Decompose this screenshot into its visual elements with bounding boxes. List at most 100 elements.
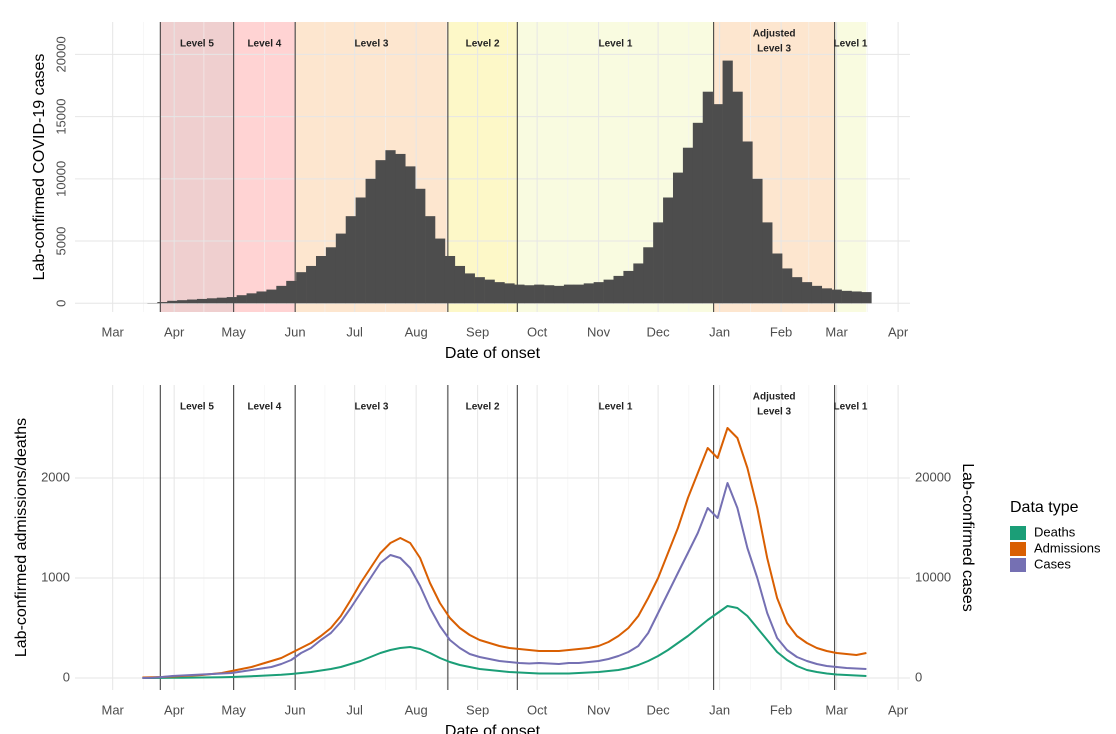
band-label: Level 2: [466, 39, 500, 50]
bar: [345, 216, 356, 304]
bar: [643, 247, 654, 304]
x-tick-label: Feb: [770, 702, 792, 717]
bar: [514, 284, 525, 304]
bar: [534, 284, 545, 304]
bar: [821, 288, 832, 304]
bar: [782, 268, 793, 304]
legend-label: Deaths: [1034, 524, 1076, 539]
bar: [524, 285, 535, 304]
bar: [355, 197, 366, 304]
bar: [573, 284, 585, 304]
bar: [504, 283, 515, 304]
band-label: Level 4: [247, 39, 281, 50]
bar: [861, 292, 872, 304]
bar: [167, 300, 178, 304]
series-line: [142, 427, 867, 679]
bar: [434, 238, 446, 304]
band-label: Level 5: [180, 39, 214, 50]
bar: [791, 277, 803, 304]
x-tick-label: Oct: [527, 702, 548, 717]
bar: [276, 285, 287, 304]
bar: [544, 285, 555, 304]
band-label: Level 5: [180, 402, 214, 413]
bar: [494, 282, 505, 304]
bar: [682, 147, 694, 304]
bar: [633, 263, 644, 304]
x-tick-label: Mar: [101, 702, 124, 717]
y2-tick-label: 10000: [915, 569, 951, 584]
band-label: Adjusted: [753, 392, 796, 403]
bar: [335, 233, 347, 304]
band-label: Level 3: [355, 402, 389, 413]
x-axis-title: Date of onset: [445, 345, 541, 362]
y-tick-label: 1000: [41, 569, 70, 584]
band-label: Level 3: [757, 407, 791, 418]
bar: [672, 172, 684, 304]
bar: [811, 285, 823, 304]
x-tick-label: Dec: [647, 702, 671, 717]
x-tick-label: Sep: [466, 702, 489, 717]
x-tick-label: Aug: [405, 702, 428, 717]
x-tick-label: Mar: [825, 324, 848, 339]
bar: [187, 299, 198, 304]
y2-tick-label: 20000: [915, 469, 951, 484]
bar: [425, 216, 436, 304]
y-axis-title: Lab-confirmed admissions/deaths: [13, 418, 30, 657]
bar: [325, 247, 337, 304]
x-tick-label: Mar: [101, 324, 124, 339]
bar: [454, 265, 466, 304]
band-label: Adjusted: [753, 29, 796, 40]
bar: [375, 160, 386, 304]
y-tick-label: 20000: [53, 36, 68, 72]
bar: [256, 291, 267, 304]
level-band: [160, 22, 234, 312]
x-tick-label: May: [221, 324, 246, 339]
bar: [236, 295, 247, 304]
bar: [484, 279, 495, 304]
bar: [742, 141, 753, 304]
bar: [206, 298, 218, 304]
bar: [395, 153, 406, 304]
bar: [177, 300, 188, 304]
bar: [583, 283, 594, 304]
bar: [752, 178, 763, 304]
bar: [226, 297, 237, 304]
band-label: Level 4: [247, 402, 281, 413]
band-label: Level 1: [834, 402, 868, 413]
y2-tick-label: 0: [915, 669, 922, 684]
x-tick-label: Jul: [346, 702, 363, 717]
bar: [196, 298, 208, 304]
bar: [315, 255, 327, 304]
y-tick-label: 15000: [53, 99, 68, 135]
x-tick-label: Oct: [527, 324, 548, 339]
legend-title: Data type: [1010, 499, 1079, 516]
series-line: [142, 605, 867, 679]
x-tick-label: Apr: [164, 702, 185, 717]
bar: [553, 285, 565, 304]
y-tick-label: 2000: [41, 469, 70, 484]
y-tick-label: 5000: [53, 227, 68, 256]
x-tick-label: Nov: [587, 324, 611, 339]
series-line: [142, 482, 867, 679]
legend-swatch: [1010, 542, 1026, 556]
x-tick-label: Jun: [285, 324, 306, 339]
x-axis-title: Date of onset: [445, 723, 541, 734]
bar: [306, 265, 317, 304]
bar: [365, 178, 376, 304]
bar: [732, 91, 743, 304]
x-tick-label: Sep: [466, 324, 489, 339]
legend-label: Cases: [1034, 556, 1071, 571]
bar: [692, 122, 704, 304]
legend-swatch: [1010, 526, 1026, 540]
x-tick-label: Apr: [164, 324, 185, 339]
y-tick-label: 10000: [53, 161, 68, 197]
band-label: Level 3: [757, 44, 791, 55]
x-tick-label: Jan: [709, 702, 730, 717]
x-tick-label: Apr: [888, 324, 909, 339]
level-band: [447, 22, 518, 312]
bar: [772, 253, 783, 304]
bar: [841, 290, 852, 304]
bar: [663, 197, 674, 304]
bar: [653, 222, 664, 304]
